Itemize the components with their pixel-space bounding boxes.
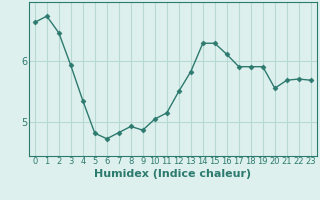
X-axis label: Humidex (Indice chaleur): Humidex (Indice chaleur) [94, 169, 252, 179]
